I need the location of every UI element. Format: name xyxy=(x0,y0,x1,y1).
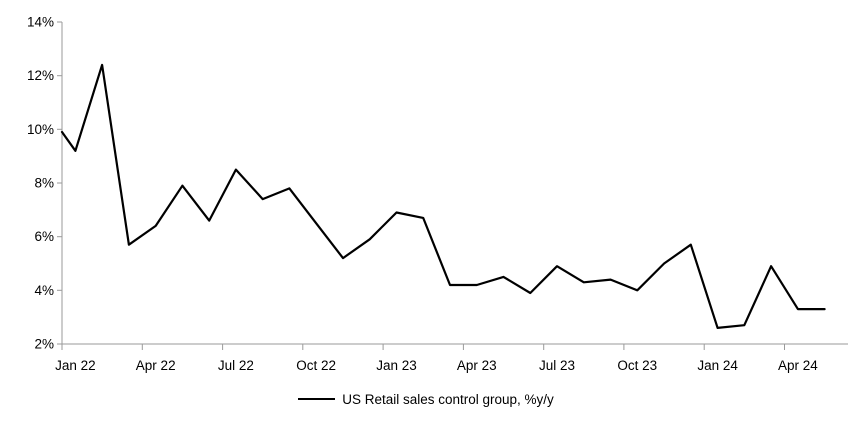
y-tick-label: 14% xyxy=(27,15,54,30)
x-tick-label: Jul 23 xyxy=(539,358,575,373)
y-tick-label: 4% xyxy=(34,283,54,298)
x-tick-label: Apr 22 xyxy=(136,358,176,373)
y-tick-label: 2% xyxy=(34,337,54,352)
x-tick-label: Oct 23 xyxy=(617,358,657,373)
series-line-us-retail-sales-control-group xyxy=(60,63,826,329)
y-tick-label: 8% xyxy=(34,176,54,191)
x-tick-label: Jan 22 xyxy=(55,358,96,373)
y-tick-label: 6% xyxy=(34,229,54,244)
legend-line-swatch xyxy=(298,398,336,400)
y-tick-label: 10% xyxy=(27,122,54,137)
x-tick-label: Jan 23 xyxy=(376,358,417,373)
x-tick-label: Jul 22 xyxy=(218,358,254,373)
legend-label: US Retail sales control group, %y/y xyxy=(342,391,554,407)
x-tick-label: Apr 24 xyxy=(778,358,818,373)
chart-legend: US Retail sales control group, %y/y xyxy=(0,389,852,409)
x-tick-label: Jan 24 xyxy=(697,358,738,373)
y-tick-label: 12% xyxy=(27,68,54,83)
x-tick-label: Oct 22 xyxy=(296,358,336,373)
x-tick-label: Apr 23 xyxy=(457,358,497,373)
